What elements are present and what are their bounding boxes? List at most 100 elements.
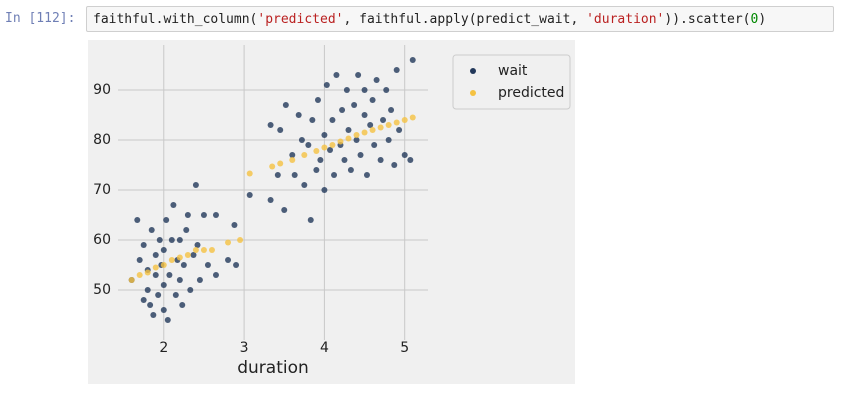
point [183, 227, 190, 233]
point [190, 252, 197, 258]
point [388, 107, 395, 113]
point [321, 132, 328, 138]
y-tick-label: 50 [93, 282, 111, 298]
point [277, 127, 284, 133]
code-token: )).scatter( [664, 12, 751, 27]
point [373, 77, 380, 83]
point [301, 182, 308, 188]
point [267, 122, 274, 128]
point [152, 252, 159, 258]
point [343, 87, 350, 93]
point [396, 127, 403, 133]
point [369, 97, 376, 103]
code-cell[interactable]: faithful.with_column('predicted', faithf… [86, 6, 834, 32]
point [233, 262, 240, 268]
point [176, 254, 183, 261]
point [289, 152, 296, 158]
point [184, 212, 191, 218]
point [351, 102, 358, 108]
point [196, 277, 203, 283]
point [194, 242, 201, 248]
point [361, 87, 368, 93]
point [361, 112, 368, 118]
point [321, 144, 328, 151]
code-number: 0 [750, 12, 759, 27]
point [313, 148, 320, 154]
point [160, 307, 167, 313]
point [246, 192, 253, 198]
point [212, 272, 219, 278]
point [150, 312, 157, 318]
point [136, 272, 143, 278]
code-string: 'duration' [586, 12, 665, 27]
legend-marker [470, 90, 476, 96]
point [246, 170, 253, 177]
point [391, 162, 398, 168]
x-axis-label: duration [237, 358, 309, 378]
point [140, 242, 147, 248]
point [345, 127, 352, 133]
x-tick-label: 2 [159, 340, 168, 356]
point [291, 172, 298, 178]
point [155, 292, 162, 298]
point [166, 272, 173, 278]
point [323, 82, 330, 88]
point [289, 157, 296, 163]
point [204, 262, 211, 268]
x-tick-label: 3 [240, 340, 249, 356]
point [144, 269, 151, 276]
legend-label: wait [498, 63, 528, 79]
point [329, 117, 336, 123]
point [163, 217, 170, 223]
point [377, 157, 384, 163]
point [281, 207, 288, 213]
point [192, 182, 199, 188]
point [329, 142, 336, 148]
point [231, 222, 238, 228]
point [361, 129, 368, 136]
point [353, 132, 360, 138]
point [314, 97, 321, 103]
legend-box [452, 54, 571, 110]
x-tick-label: 4 [320, 340, 329, 356]
point [184, 252, 191, 258]
point [409, 57, 416, 63]
point [407, 157, 414, 163]
point [176, 277, 183, 283]
y-tick-label: 70 [93, 182, 111, 198]
point [277, 160, 284, 167]
point [345, 135, 352, 142]
point [409, 114, 416, 121]
point [225, 257, 232, 263]
point [377, 124, 384, 131]
point [187, 287, 194, 293]
point [208, 247, 215, 253]
point [307, 217, 314, 223]
point [274, 172, 281, 178]
point [341, 157, 348, 163]
point [305, 142, 312, 148]
code-token: faithful.with_column( [93, 12, 258, 27]
point [136, 257, 143, 263]
point [168, 257, 175, 263]
point [156, 237, 163, 243]
point [147, 302, 154, 308]
point [128, 277, 135, 283]
point [301, 152, 308, 158]
point [225, 239, 232, 246]
point [317, 157, 324, 163]
point [333, 72, 340, 78]
point [144, 287, 151, 293]
point [383, 87, 390, 93]
point [282, 102, 289, 108]
point [355, 72, 362, 78]
point [152, 264, 159, 271]
code-string: 'predicted' [257, 12, 344, 27]
legend-label: predicted [498, 85, 564, 101]
point [313, 167, 320, 173]
point [401, 117, 408, 123]
legend-marker [470, 68, 476, 74]
chart: duration 50 60 70 80 90 2 3 4 5 wait predicted [88, 40, 575, 384]
point [170, 202, 177, 208]
point [321, 187, 328, 193]
